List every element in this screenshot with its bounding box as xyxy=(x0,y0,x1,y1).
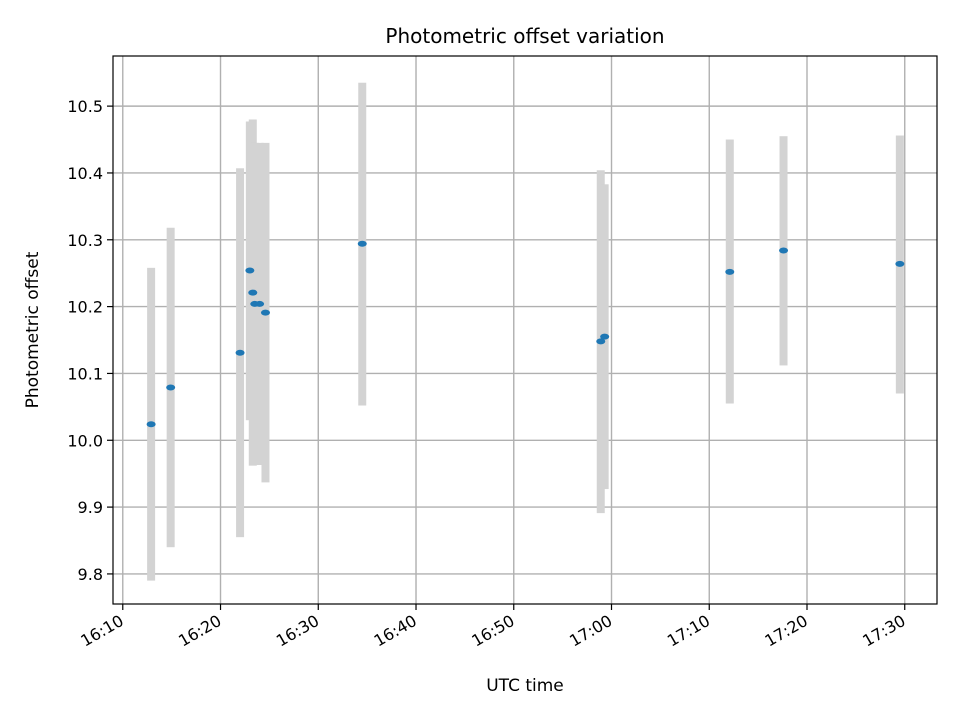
y-axis-ticks: 9.8 9.9 10.0 10.1 10.2 10.3 10.4 10.5 xyxy=(67,97,113,584)
data-point xyxy=(596,338,606,345)
chart-title: Photometric offset variation xyxy=(385,24,664,48)
y-tick-label: 10.0 xyxy=(67,431,103,450)
y-tick-label: 10.5 xyxy=(67,97,103,116)
data-point xyxy=(245,267,255,274)
data-point xyxy=(357,240,367,247)
x-tick-label: 17:10 xyxy=(664,611,713,651)
data-point xyxy=(166,384,176,391)
y-tick-label: 10.3 xyxy=(67,231,103,250)
data-point xyxy=(725,268,735,275)
y-axis-label: Photometric offset xyxy=(23,251,43,408)
data-point xyxy=(248,289,258,296)
y-tick-label: 10.4 xyxy=(67,164,103,183)
data-points xyxy=(146,240,905,428)
data-point xyxy=(600,333,610,340)
x-tick-label: 16:10 xyxy=(77,611,126,651)
x-tick-label: 16:20 xyxy=(175,611,224,651)
data-point xyxy=(895,260,905,267)
y-tick-label: 10.1 xyxy=(67,364,103,383)
y-tick-label: 9.8 xyxy=(78,565,103,584)
y-tick-label: 9.9 xyxy=(78,498,103,517)
plot-frame xyxy=(112,55,938,605)
x-tick-label: 16:50 xyxy=(468,611,517,651)
x-tick-label: 16:30 xyxy=(273,611,322,651)
data-point xyxy=(260,309,270,316)
data-point xyxy=(235,349,245,356)
x-tick-label: 17:30 xyxy=(859,611,908,651)
data-point xyxy=(255,300,265,307)
x-axis-ticks: 16:10 16:20 16:30 16:40 16:50 17:00 17:10 17:20… xyxy=(77,604,909,651)
x-tick-label: 16:40 xyxy=(371,611,420,651)
data-point xyxy=(146,421,156,428)
x-tick-label: 17:20 xyxy=(762,611,811,651)
error-bars xyxy=(147,82,904,581)
data-point xyxy=(779,247,789,254)
x-axis-label: UTC time xyxy=(486,676,564,696)
x-tick-label: 17:00 xyxy=(566,611,615,651)
y-tick-label: 10.2 xyxy=(67,298,103,317)
